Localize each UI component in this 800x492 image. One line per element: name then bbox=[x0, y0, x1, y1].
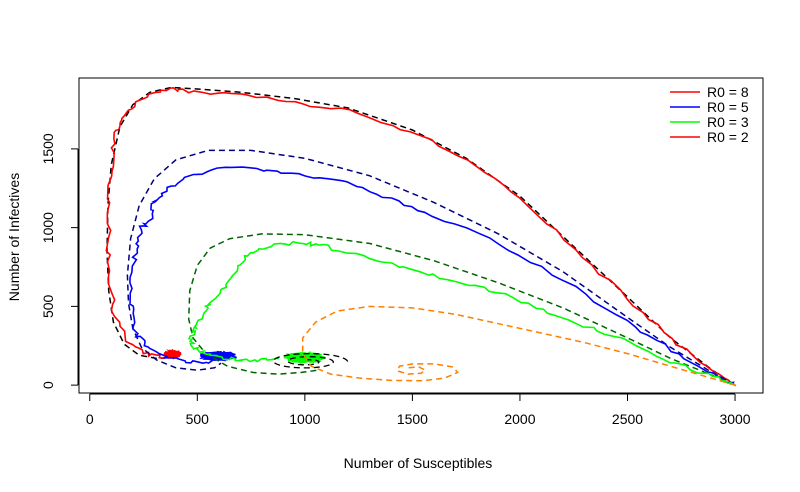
x-tick-label: 2500 bbox=[612, 411, 643, 427]
axis-layer: 0 500 1000 1500 2000 2500 3000 0 500 1000 1500 bbox=[40, 133, 751, 427]
x-tick-label: 1500 bbox=[397, 411, 428, 427]
legend-label: R0 = 3 bbox=[707, 114, 749, 130]
legend-label: R0 = 8 bbox=[707, 84, 749, 100]
y-tick-label: 500 bbox=[40, 294, 56, 318]
y-tick-label: 1000 bbox=[40, 212, 56, 243]
x-tick-label: 500 bbox=[186, 411, 210, 427]
legend-label: R0 = 2 bbox=[707, 129, 749, 145]
series-layer bbox=[105, 86, 737, 387]
x-tick-label: 3000 bbox=[719, 411, 750, 427]
y-tick-label: 0 bbox=[40, 381, 56, 389]
y-tick-label: 1500 bbox=[40, 133, 56, 164]
x-axis-label: Number of Susceptibles bbox=[344, 455, 493, 471]
series-r0-3-endemic-cluster bbox=[283, 351, 326, 365]
series-r0-3-deterministic bbox=[187, 233, 736, 386]
series-r0-3-stochastic bbox=[188, 240, 737, 387]
series-r0-2-deterministic bbox=[301, 305, 736, 386]
plot-frame bbox=[78, 77, 764, 394]
legend-label: R0 = 5 bbox=[707, 99, 749, 115]
x-tick-label: 2000 bbox=[504, 411, 535, 427]
legend: R0 = 8R0 = 5R0 = 3R0 = 2 bbox=[670, 84, 749, 145]
x-tick-label: 1000 bbox=[289, 411, 320, 427]
series-r0-5-deterministic bbox=[126, 149, 736, 386]
x-tick-label: 0 bbox=[86, 411, 94, 427]
y-axis-label: Number of Infectives bbox=[6, 173, 22, 301]
series-r0-8-endemic-cluster bbox=[163, 348, 182, 360]
series-r0-8-stochastic bbox=[105, 86, 733, 385]
series-r0-3-black-overlay bbox=[272, 352, 349, 369]
series-r0-5-stochastic bbox=[129, 166, 735, 385]
